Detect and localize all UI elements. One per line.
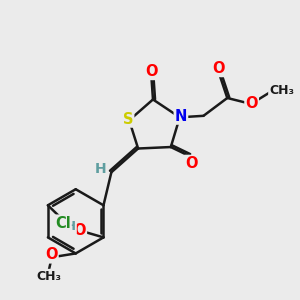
Text: O: O — [245, 96, 258, 111]
Text: O: O — [145, 64, 158, 79]
Text: O: O — [212, 61, 225, 76]
Text: S: S — [123, 112, 133, 127]
Text: O: O — [45, 248, 58, 262]
Text: O: O — [74, 223, 86, 238]
Text: CH₃: CH₃ — [269, 84, 294, 98]
Text: O: O — [185, 156, 197, 171]
Text: N: N — [175, 109, 187, 124]
Text: H: H — [64, 220, 76, 233]
Text: H: H — [94, 162, 106, 176]
Text: CH₃: CH₃ — [36, 270, 61, 283]
Text: Cl: Cl — [55, 216, 70, 231]
